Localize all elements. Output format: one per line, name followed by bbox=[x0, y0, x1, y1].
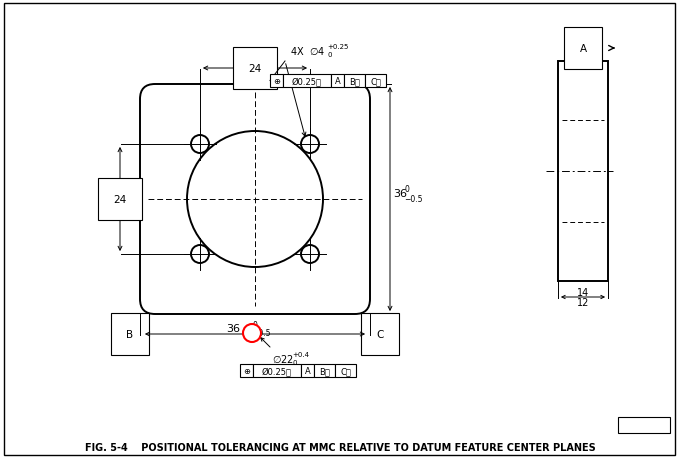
Bar bbox=[314, 364, 335, 377]
Text: −0.5: −0.5 bbox=[252, 329, 270, 338]
Text: 4X  $\emptyset$4: 4X $\emptyset$4 bbox=[290, 45, 325, 57]
Text: 0: 0 bbox=[404, 185, 409, 194]
Text: CⓂ: CⓂ bbox=[340, 366, 351, 375]
Text: A: A bbox=[579, 44, 587, 54]
Text: C: C bbox=[376, 329, 384, 339]
Text: 0: 0 bbox=[252, 321, 257, 330]
Bar bbox=[270, 75, 283, 88]
Text: ⊕: ⊕ bbox=[243, 366, 250, 375]
Text: 12: 12 bbox=[577, 297, 589, 308]
Text: CⓂ: CⓂ bbox=[370, 77, 381, 86]
Text: 0: 0 bbox=[292, 359, 297, 365]
Text: ⊕: ⊕ bbox=[273, 77, 280, 86]
Circle shape bbox=[243, 325, 261, 342]
Circle shape bbox=[191, 136, 209, 154]
FancyBboxPatch shape bbox=[140, 85, 370, 314]
Circle shape bbox=[191, 246, 209, 263]
Bar bbox=[240, 364, 253, 377]
Text: +0.25: +0.25 bbox=[327, 44, 348, 50]
Text: 36: 36 bbox=[226, 323, 240, 333]
Text: +0.4: +0.4 bbox=[292, 351, 309, 357]
Text: B: B bbox=[126, 329, 134, 339]
Bar bbox=[301, 364, 314, 377]
Text: FIG. 5-4    POSITIONAL TOLERANCING AT MMC RELATIVE TO DATUM FEATURE CENTER PLANE: FIG. 5-4 POSITIONAL TOLERANCING AT MMC R… bbox=[85, 442, 595, 452]
Text: 36: 36 bbox=[393, 189, 407, 199]
Text: Ø0.25Ⓜ: Ø0.25Ⓜ bbox=[262, 366, 292, 375]
Text: −0.5: −0.5 bbox=[404, 195, 422, 204]
Circle shape bbox=[187, 132, 323, 268]
Bar bbox=[253, 364, 301, 377]
Circle shape bbox=[301, 136, 319, 154]
Bar bbox=[558, 62, 608, 281]
Text: BⓂ: BⓂ bbox=[319, 366, 330, 375]
Text: Ø0.25Ⓜ: Ø0.25Ⓜ bbox=[292, 77, 322, 86]
Text: A: A bbox=[335, 77, 340, 86]
Text: 24: 24 bbox=[249, 64, 261, 74]
Text: 14: 14 bbox=[577, 287, 589, 297]
Text: 0: 0 bbox=[327, 52, 331, 58]
Bar bbox=[331, 75, 344, 88]
Bar bbox=[344, 75, 365, 88]
Bar bbox=[283, 75, 331, 88]
Text: BⓂ: BⓂ bbox=[349, 77, 360, 86]
Circle shape bbox=[301, 246, 319, 263]
Text: 24: 24 bbox=[113, 195, 126, 205]
Text: A: A bbox=[305, 366, 310, 375]
Bar bbox=[618, 417, 670, 433]
Bar bbox=[365, 75, 386, 88]
Bar bbox=[335, 364, 356, 377]
Text: $\emptyset$22: $\emptyset$22 bbox=[272, 352, 294, 364]
Text: 5.2.1.2: 5.2.1.2 bbox=[628, 420, 660, 430]
